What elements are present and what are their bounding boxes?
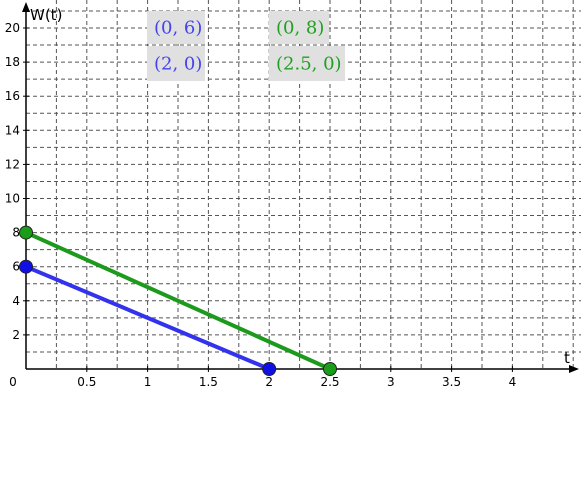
y-tick-label: 2 [12,328,20,342]
y-tick-label: 10 [5,192,20,206]
x-axis-arrow [569,365,579,373]
annotation-label: (2.5, 0) [276,54,342,75]
series-line-2 [24,230,332,371]
y-tick-label: 8 [12,226,20,240]
axes [22,2,579,373]
x-tick-label: 2 [265,375,273,389]
annotation-box [269,11,329,44]
origin-label: 0 [9,375,17,389]
annotation-box [147,46,205,81]
x-tick-label: 2.5 [320,375,339,389]
x-tick-label: 0.5 [77,375,96,389]
tick-labels: 0.5 1 1.5 2 2.5 3 3.5 4 2 4 6 8 10 12 14 16 18 20 0 t W(t) [5,6,570,389]
annotation-label: (0, 6) [154,18,202,39]
y-tick-label: 20 [5,21,20,35]
annotation-label: (0, 8) [276,18,324,39]
annotations: (0, 6) (2, 0) (0, 8) (2.5, 0) [147,11,345,81]
y-axis-label: W(t) [30,6,62,24]
series-point-1 [19,259,33,274]
series-points [19,225,337,376]
x-tick-label: 1.5 [199,375,218,389]
series-point-2 [323,362,337,376]
series-line-1 [24,264,272,371]
annotation-box [269,46,345,81]
grid [26,0,581,369]
annotation-box [147,11,205,44]
y-tick-label: 4 [12,294,20,308]
x-axis-label: t [564,349,570,367]
y-tick-label: 16 [5,89,20,103]
y-tick-label: 6 [12,260,20,274]
series-lines [24,230,332,371]
y-tick-label: 12 [5,157,20,171]
y-tick-label: 14 [5,123,20,137]
annotation-label: (2, 0) [154,54,202,75]
x-tick-label: 3.5 [442,375,461,389]
x-tick-label: 3 [387,375,395,389]
series-point-1 [262,362,277,376]
series-point-2 [19,225,33,240]
x-tick-label: 1 [144,375,152,389]
y-tick-label: 18 [5,55,20,69]
y-axis-arrow [22,2,30,12]
x-tick-label: 4 [509,375,517,389]
